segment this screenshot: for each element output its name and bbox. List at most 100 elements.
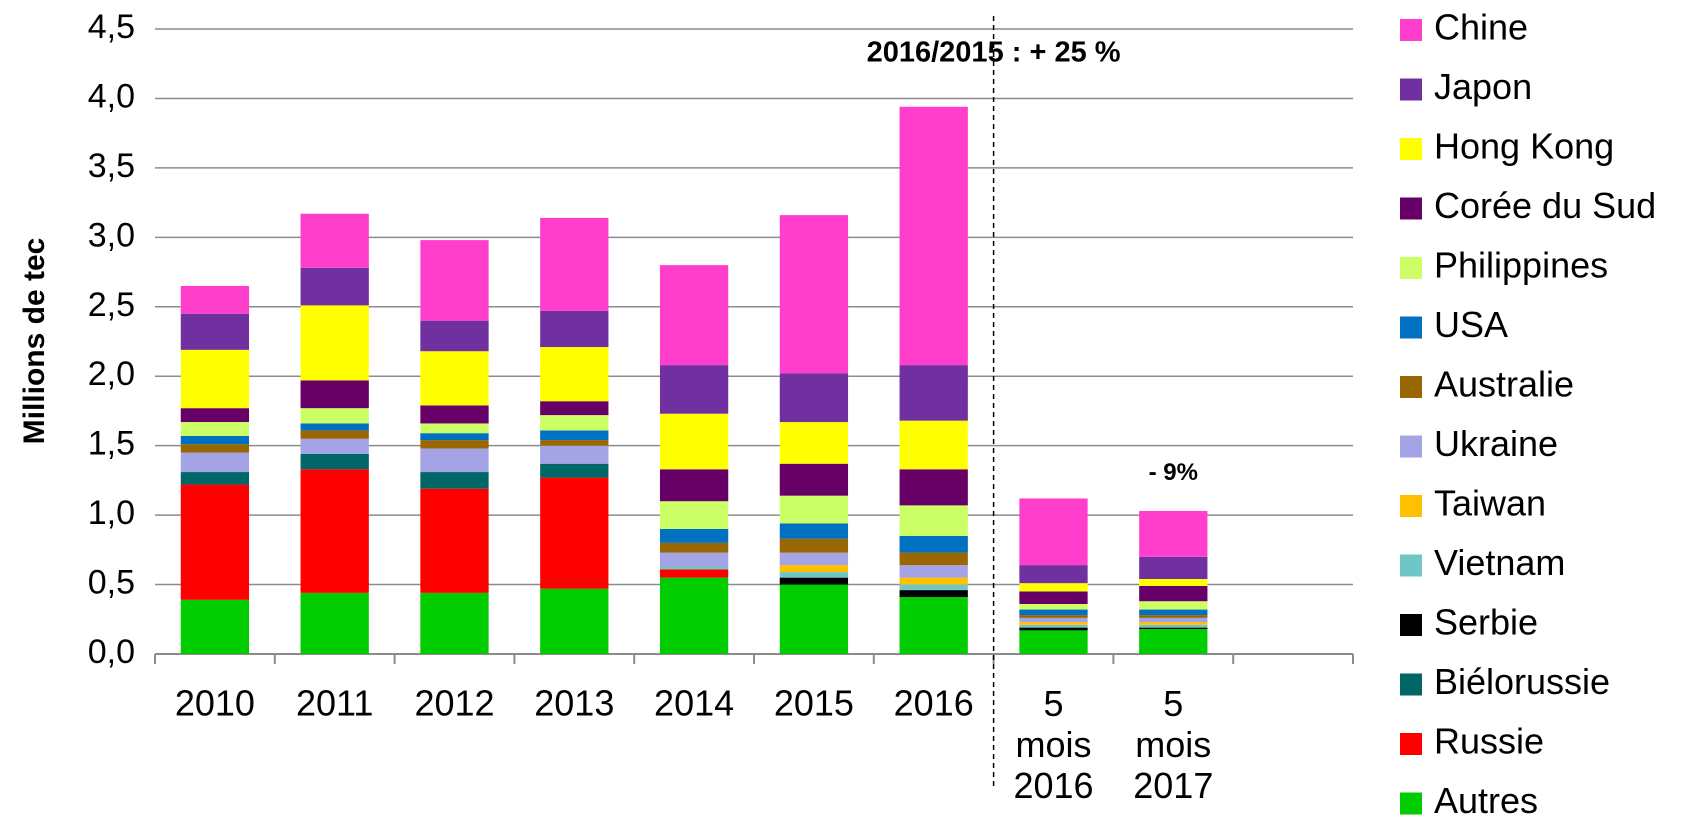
legend-label: Biélorussie <box>1434 661 1610 702</box>
legend-label: Philippines <box>1434 245 1608 286</box>
x-tick-label: 2010 <box>175 683 255 724</box>
legend-swatch <box>1400 733 1422 755</box>
bar-segment <box>659 413 729 470</box>
bar-segment <box>1139 510 1208 557</box>
legend-swatch <box>1400 673 1422 696</box>
bar-segment <box>899 565 968 578</box>
bar-segment <box>300 213 369 268</box>
bar-segment <box>899 552 968 566</box>
y-tick-label: 4,5 <box>88 8 135 46</box>
bar-segment <box>300 380 369 409</box>
bar-segment <box>420 488 489 593</box>
legend-swatch <box>1400 316 1422 339</box>
legend-label: Taiwan <box>1434 483 1546 524</box>
bar-segment <box>899 106 968 366</box>
bar-segment <box>1139 585 1208 602</box>
legend-label: Australie <box>1434 364 1574 405</box>
bar-segment <box>1019 565 1088 584</box>
x-tick-label: 2016 <box>894 683 974 724</box>
bar-segment <box>540 440 609 446</box>
legend-swatch <box>1400 257 1422 279</box>
bar-segment <box>540 430 609 441</box>
bar-segment <box>300 305 369 381</box>
bar-segment <box>1139 579 1208 586</box>
bar-segment <box>1139 615 1208 618</box>
bar-segment <box>540 415 609 431</box>
bar-segment <box>659 566 729 570</box>
bar-segment <box>1139 556 1208 579</box>
bar-segment <box>899 365 968 421</box>
legend-label: Serbie <box>1434 602 1538 643</box>
bar-segment <box>1139 627 1208 629</box>
legend-label: Autres <box>1434 780 1538 817</box>
bar-segment <box>420 405 489 424</box>
bar-segment <box>1019 622 1088 625</box>
y-tick-label: 1,5 <box>88 425 135 463</box>
bar-segment <box>300 454 369 470</box>
bar-segment <box>300 408 369 424</box>
bar-segment <box>779 552 849 566</box>
bar-segment <box>659 529 729 543</box>
legend-label: Corée du Sud <box>1434 185 1656 226</box>
bar-segment <box>180 422 250 436</box>
y-axis-label: Millions de tec <box>18 238 51 445</box>
bar-segment <box>779 523 849 539</box>
bar-segment <box>779 422 849 464</box>
legend-label: Russie <box>1434 721 1544 762</box>
bar-segment <box>540 477 609 589</box>
legend-label: Vietnam <box>1434 542 1565 583</box>
bar-segment <box>779 373 849 423</box>
bar-segment <box>180 435 250 445</box>
bar-segment <box>659 501 729 529</box>
legend-label: Ukraine <box>1434 423 1558 464</box>
bar-segment <box>1019 627 1088 631</box>
bar-segment <box>779 463 849 496</box>
bar-segment <box>540 445 609 464</box>
legend-swatch <box>1400 614 1422 636</box>
bar-segment <box>180 313 250 350</box>
legend-swatch <box>1400 495 1422 517</box>
y-tick-label: 2,5 <box>88 286 135 324</box>
bar-segment <box>180 599 250 654</box>
legend-label: USA <box>1434 304 1508 345</box>
bar-segment <box>899 577 968 585</box>
bar-segment <box>659 265 729 366</box>
bar-segment <box>180 285 250 314</box>
bar-segment <box>180 408 250 423</box>
legend-swatch <box>1400 19 1422 41</box>
bar-segment <box>1019 583 1088 592</box>
legend-swatch <box>1400 78 1422 101</box>
bar-segment <box>659 552 729 567</box>
bar-segment <box>899 469 968 506</box>
bar-segment <box>659 365 729 414</box>
bar-segment <box>1019 617 1088 623</box>
bar-segment <box>300 469 369 593</box>
bar-segment <box>1139 609 1208 616</box>
bar-segment <box>1139 629 1208 654</box>
bar-segment <box>420 472 489 489</box>
y-tick-label: 0,5 <box>88 564 135 602</box>
bar-segment <box>300 423 369 431</box>
bar-segment <box>420 351 489 406</box>
bar-segment <box>540 310 609 348</box>
bar-segment <box>1019 498 1088 566</box>
bar-segment <box>1139 601 1208 610</box>
bar-segment <box>779 538 849 553</box>
x-tick-label: 2012 <box>414 683 494 724</box>
bar-segment <box>1019 591 1088 604</box>
bar-segment <box>300 267 369 306</box>
bar-segment <box>779 565 849 573</box>
bar-segment <box>779 215 849 374</box>
legend-label: Hong Kong <box>1434 126 1614 167</box>
legend-label: Chine <box>1434 7 1528 48</box>
y-tick-label: 0,0 <box>88 633 135 671</box>
annotation: 2016/2015 : + 25 % <box>867 37 1121 69</box>
x-tick-label: 2014 <box>654 683 734 724</box>
bar-segment <box>300 430 369 439</box>
bar-segment <box>899 535 968 553</box>
bar-segment <box>779 495 849 524</box>
bar-segment <box>420 448 489 473</box>
legend-swatch <box>1400 435 1422 458</box>
legend-swatch <box>1400 554 1422 577</box>
